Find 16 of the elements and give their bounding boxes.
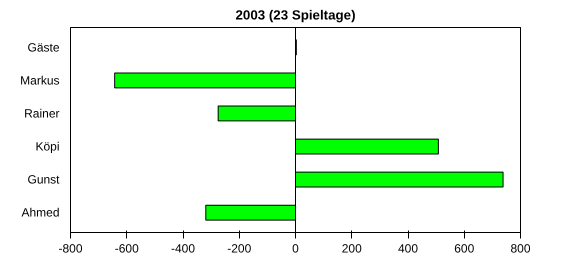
x-tick-label: -800 [58, 242, 83, 256]
x-tick-label: 200 [342, 242, 362, 256]
x-tick-label: 800 [510, 242, 531, 256]
y-tick-label: Gunst [27, 172, 60, 187]
chart-title: 2003 (23 Spieltage) [235, 8, 356, 22]
x-tick-label: 600 [454, 242, 475, 256]
y-tick-label: Köpi [35, 140, 60, 154]
y-tick-label: Rainer [24, 106, 60, 120]
x-tick-label: -600 [114, 242, 140, 256]
x-tick-label: -400 [170, 242, 196, 256]
x-tick-label: 400 [398, 242, 418, 256]
x-tick-label: -200 [227, 242, 252, 256]
y-tick-label: Gäste [27, 40, 60, 54]
x-tick-label: 0 [292, 242, 300, 256]
y-tick-label: Ahmed [21, 206, 60, 220]
y-tick-label: Markus [20, 73, 60, 88]
